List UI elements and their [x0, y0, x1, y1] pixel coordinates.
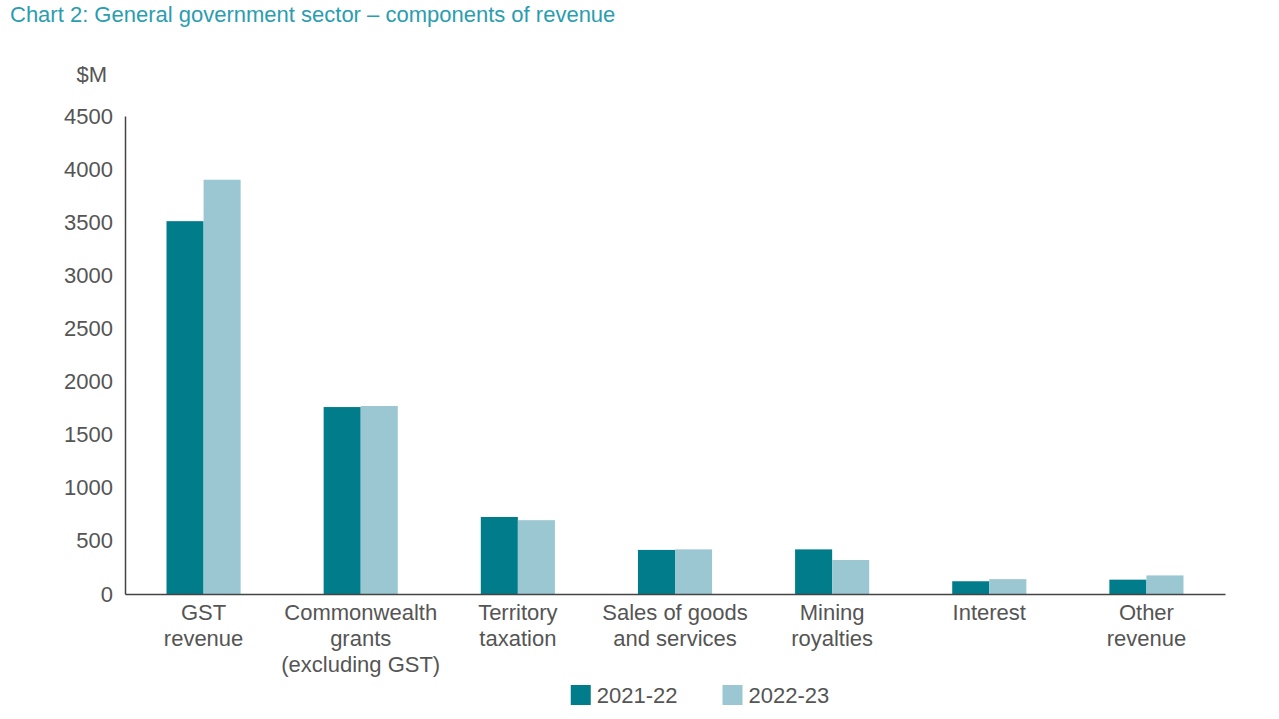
tick-label: 2500: [64, 316, 113, 341]
tick-label: Miningroyalties: [791, 600, 873, 651]
bar: [1109, 580, 1146, 594]
tick-label: 4500: [64, 104, 113, 129]
bar: [167, 221, 204, 594]
bar: [638, 550, 675, 594]
legend-swatch: [571, 685, 591, 705]
tick: Interest: [953, 594, 1026, 625]
axis-title: $M: [76, 62, 107, 87]
tick: 3000: [64, 263, 125, 288]
tick-label: 0: [101, 582, 113, 607]
bar: [481, 517, 518, 594]
tick: 0: [101, 582, 125, 607]
tick-label: Interest: [953, 600, 1026, 625]
legend-label: 2021-22: [597, 683, 678, 708]
bar: [1146, 575, 1183, 594]
plot: 0 500 1000 1500 2000 2500 3000 3500 4000 4500 GSTr…: [64, 104, 1225, 678]
tick: 2500: [64, 316, 125, 341]
tick-label: Commonwealthgrants(excluding GST): [281, 600, 440, 678]
tick: 1000: [64, 475, 125, 500]
bar: [361, 406, 398, 594]
bar: [204, 180, 241, 594]
tick-label: Territorytaxation: [478, 600, 557, 651]
tick-label: Sales of goodsand services: [602, 600, 748, 651]
bar-series: [204, 180, 1184, 594]
tick-label: Otherrevenue: [1107, 600, 1187, 651]
bar: [952, 581, 989, 594]
tick: Otherrevenue: [1107, 594, 1187, 651]
legend-swatch: [723, 685, 743, 705]
bars: [167, 180, 1184, 594]
axis-line: [126, 594, 1226, 596]
legend-item: 2021-22: [571, 683, 678, 708]
tick: 1500: [64, 422, 125, 447]
tick-label: 500: [76, 528, 113, 553]
tick: Commonwealthgrants(excluding GST): [281, 594, 440, 677]
legend-label: 2022-23: [749, 683, 830, 708]
bar: [675, 549, 712, 594]
tick-label: 1000: [64, 475, 113, 500]
tick: GSTrevenue: [164, 594, 244, 651]
bar: [795, 549, 832, 594]
bar: [324, 407, 361, 594]
chart: Chart 2: General government sector – com…: [0, 0, 1279, 719]
tick-label: 3000: [64, 263, 113, 288]
x-axis: GSTrevenue Commonwealthgrants(excluding G…: [126, 594, 1226, 677]
tick-label: 4000: [64, 157, 113, 182]
tick-label: GSTrevenue: [164, 600, 244, 651]
tick-label: 2000: [64, 369, 113, 394]
tick: 4000: [64, 157, 125, 182]
bar: [989, 579, 1026, 594]
tick: 3500: [64, 210, 125, 235]
tick: 2000: [64, 369, 125, 394]
legend-item: 2022-23: [723, 683, 830, 708]
title: Chart 2: General government sector – com…: [10, 2, 615, 27]
y-axis: 0 500 1000 1500 2000 2500 3000 3500 4000 4500: [64, 104, 125, 607]
tick: Territorytaxation: [478, 594, 557, 651]
tick: Sales of goodsand services: [602, 594, 748, 651]
bar: [832, 560, 869, 594]
axis-line: [125, 117, 127, 595]
tick: 500: [76, 528, 125, 553]
legend: 2021-22 2022-23: [571, 683, 830, 708]
tick-label: 3500: [64, 210, 113, 235]
tick: Miningroyalties: [791, 594, 873, 651]
bar-series: [167, 221, 1147, 594]
tick-label: 1500: [64, 422, 113, 447]
bar: [518, 520, 555, 594]
tick: 4500: [64, 104, 125, 129]
